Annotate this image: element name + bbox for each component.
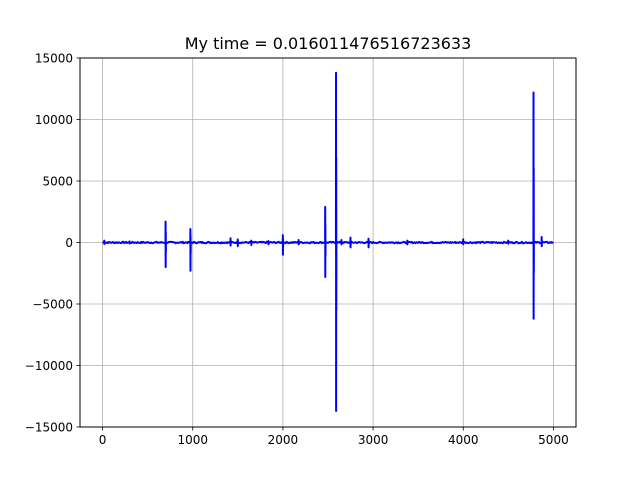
y-tick-label: 15000 [35, 52, 73, 66]
x-tick-label: 1000 [177, 433, 208, 447]
x-tick-label: 5000 [538, 433, 569, 447]
y-tick-label: −15000 [25, 421, 73, 435]
x-tick-label: 2000 [268, 433, 299, 447]
y-axis: 15000 10000 5000 0 −5000 −10000 −15000 [25, 52, 80, 435]
chart-title: My time = 0.016011476516723633 [185, 34, 472, 53]
x-axis: 0 1000 2000 3000 4000 5000 [99, 427, 569, 447]
y-tick-label: 0 [65, 236, 73, 250]
y-tick-label: −5000 [32, 298, 73, 312]
y-tick-label: 5000 [42, 175, 73, 189]
x-tick-label: 4000 [448, 433, 479, 447]
x-tick-label: 3000 [358, 433, 389, 447]
waveform-series-line [102, 71, 554, 413]
y-tick-label: −10000 [25, 359, 73, 373]
x-tick-label: 0 [99, 433, 107, 447]
y-tick-label: 10000 [35, 113, 73, 127]
plot-area [102, 71, 554, 413]
